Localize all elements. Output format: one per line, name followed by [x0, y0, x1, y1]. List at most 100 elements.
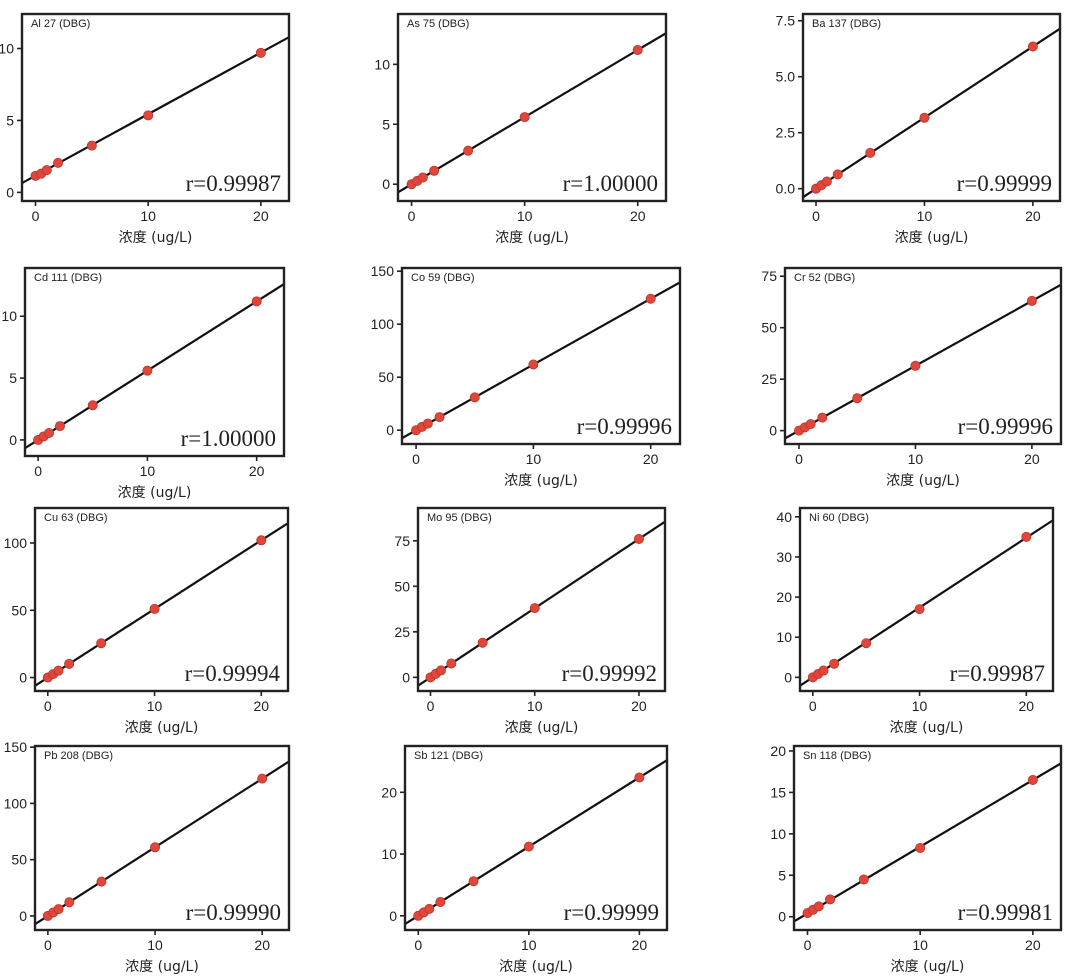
- correlation-label: r=1.00000: [563, 171, 658, 196]
- x-tick-label: 20: [1025, 208, 1041, 224]
- y-tick-label: 5: [382, 116, 390, 132]
- y-tick-label: 5: [778, 867, 786, 883]
- y-tick-label: 10: [1, 308, 17, 324]
- x-tick-label: 20: [254, 937, 270, 953]
- x-axis-title: 浓度 (ug/L): [886, 473, 960, 489]
- data-point: [633, 533, 644, 544]
- data-point: [41, 165, 52, 176]
- y-tick-label: 2.5: [776, 125, 796, 141]
- data-point: [87, 400, 98, 411]
- data-point: [469, 392, 480, 403]
- plot-frame: [416, 506, 667, 693]
- data-point: [251, 296, 262, 307]
- x-tick-label: 20: [249, 463, 265, 479]
- x-tick-label: 0: [32, 208, 40, 224]
- data-point: [424, 903, 435, 914]
- fit-line: [402, 281, 680, 440]
- x-axis-title: 浓度 (ug/L): [495, 230, 569, 246]
- data-point: [257, 773, 268, 784]
- data-point: [477, 637, 488, 648]
- data-point: [53, 157, 64, 168]
- y-tick-label: 20: [776, 589, 792, 605]
- fit-line: [22, 36, 289, 185]
- fit-line: [803, 27, 1060, 199]
- data-point: [446, 658, 457, 669]
- y-tick-label: 50: [394, 578, 410, 594]
- plot-frame: [396, 12, 668, 203]
- data-point: [634, 772, 645, 783]
- y-tick-label: 10: [776, 629, 792, 645]
- data-point: [832, 169, 843, 180]
- y-tick-label: 0: [389, 908, 397, 924]
- plot-frame: [400, 266, 682, 446]
- y-tick-label: 0: [382, 176, 390, 192]
- data-point: [64, 897, 75, 908]
- y-tick-label: 75: [394, 533, 410, 549]
- data-point: [463, 145, 474, 156]
- plot-frame: [403, 744, 669, 932]
- data-point: [256, 535, 267, 546]
- x-tick-label: 10: [517, 208, 533, 224]
- x-tick-label: 10: [908, 451, 924, 467]
- correlation-label: r=0.99987: [186, 171, 281, 196]
- panel-title: Cd 111 (DBG): [34, 272, 102, 284]
- panel-title: Ni 60 (DBG): [809, 512, 869, 524]
- data-point: [813, 901, 824, 912]
- correlation-label: r=0.99996: [577, 414, 672, 439]
- data-point: [645, 293, 656, 304]
- data-point: [818, 665, 829, 676]
- data-point: [829, 658, 840, 669]
- plot-frame: [33, 744, 291, 932]
- panel-title: Al 27 (DBG): [31, 18, 90, 30]
- data-point: [858, 874, 869, 885]
- correlation-label: r=0.99994: [185, 661, 281, 686]
- x-tick-label: 0: [427, 698, 435, 714]
- x-tick-label: 10: [521, 937, 537, 953]
- y-tick-label: 7.5: [776, 13, 796, 29]
- y-tick-label: 0: [778, 909, 786, 925]
- data-point: [64, 658, 75, 669]
- data-point: [422, 418, 433, 429]
- x-tick-label: 0: [412, 451, 420, 467]
- plot-frame: [798, 506, 1055, 693]
- y-tick-label: 100: [4, 535, 28, 551]
- y-tick-label: 5.0: [776, 69, 796, 85]
- x-tick-label: 20: [643, 451, 659, 467]
- data-point: [852, 393, 863, 404]
- data-point: [149, 603, 160, 614]
- data-point: [1026, 295, 1037, 306]
- x-tick-label: 10: [912, 937, 928, 953]
- correlation-label: r=0.99999: [564, 900, 659, 925]
- x-tick-label: 10: [526, 451, 542, 467]
- y-tick-label: 0: [6, 184, 14, 200]
- plot-frame: [23, 266, 286, 458]
- fit-line: [785, 283, 1061, 440]
- x-tick-label: 20: [631, 698, 647, 714]
- data-point: [150, 842, 161, 853]
- y-tick-label: 25: [394, 624, 410, 640]
- y-tick-label: 10: [374, 56, 390, 72]
- y-tick-label: 10: [770, 826, 786, 842]
- y-tick-label: 50: [761, 320, 777, 336]
- x-tick-label: 0: [408, 208, 416, 224]
- x-axis-title: 浓度 (ug/L): [499, 959, 573, 975]
- x-tick-label: 0: [44, 698, 52, 714]
- y-tick-label: 0: [19, 670, 27, 686]
- y-tick-label: 20: [381, 784, 397, 800]
- data-point: [529, 603, 540, 614]
- panel-title: Pb 208 (DBG): [44, 750, 113, 762]
- x-axis-title: 浓度 (ug/L): [125, 720, 199, 736]
- data-point: [861, 638, 872, 649]
- plot-frame: [792, 744, 1063, 932]
- data-point: [86, 140, 97, 151]
- x-tick-label: 20: [253, 208, 269, 224]
- correlation-label: r=0.99996: [958, 414, 1053, 439]
- data-point: [528, 359, 539, 370]
